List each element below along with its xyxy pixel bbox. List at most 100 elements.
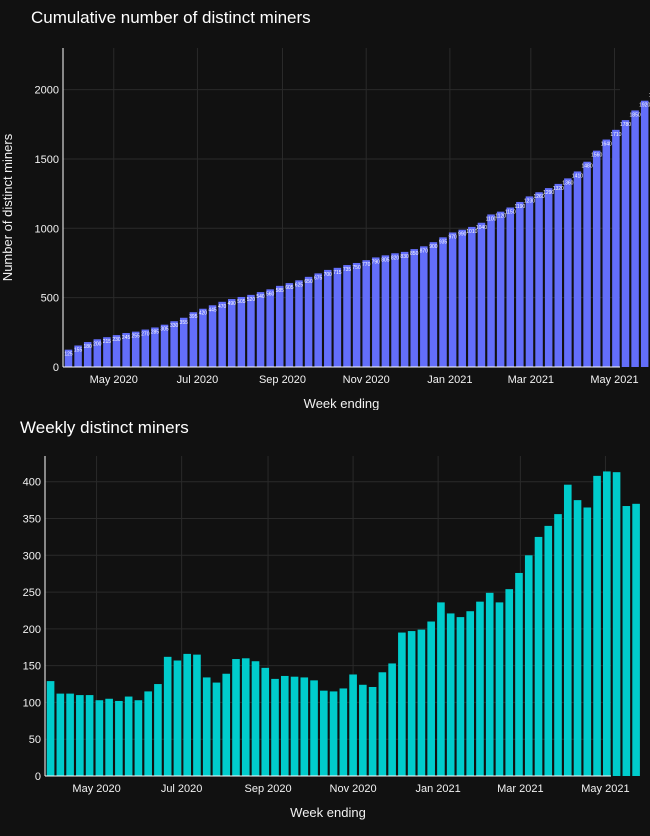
bar-value-label: 935 — [439, 239, 448, 245]
bar-value-label: 180 — [84, 344, 93, 350]
bar — [151, 327, 159, 367]
bar — [362, 260, 370, 367]
bar — [632, 503, 640, 776]
bar — [95, 700, 104, 776]
bar — [280, 675, 289, 776]
bar — [66, 693, 74, 776]
bar — [534, 536, 543, 776]
bar-value-label: 155 — [74, 348, 83, 354]
bar — [112, 335, 121, 367]
bar-value-label: 255 — [132, 334, 141, 340]
bar — [290, 676, 299, 776]
bar — [564, 178, 572, 367]
bar-value-label: 1640 — [601, 142, 612, 148]
bar — [208, 305, 217, 367]
bar — [228, 299, 236, 367]
bar — [427, 621, 435, 776]
bar — [105, 698, 113, 776]
bar — [407, 631, 416, 776]
bar — [74, 345, 82, 367]
x-tick-label: Mar 2021 — [497, 783, 543, 795]
bar — [612, 472, 621, 776]
bar — [199, 308, 207, 367]
bar-value-label: 770 — [362, 262, 371, 268]
bar-value-label: 520 — [247, 297, 256, 303]
bar — [115, 700, 123, 776]
bar — [544, 188, 553, 367]
bar — [466, 611, 475, 776]
chart-title: Weekly distinct miners — [20, 418, 189, 437]
bar — [189, 312, 198, 367]
bar — [124, 696, 133, 776]
bar — [173, 660, 182, 776]
bar — [218, 301, 226, 367]
bar — [222, 673, 231, 776]
bar-value-label: 1410 — [572, 173, 583, 179]
bar-value-label: 395 — [189, 314, 198, 320]
bar — [160, 324, 169, 367]
bar-value-label: 540 — [256, 294, 265, 300]
x-tick-label: Sep 2020 — [244, 783, 291, 795]
y-tick-label: 150 — [23, 661, 41, 673]
bar-value-label: 125 — [64, 352, 73, 358]
bar — [271, 678, 279, 776]
bar-value-label: 1100 — [486, 216, 497, 222]
x-tick-label: Jan 2021 — [416, 783, 461, 795]
bar — [310, 680, 318, 776]
bar-value-label: 1120 — [495, 214, 506, 220]
bar-value-label: 990 — [458, 232, 467, 238]
weekly-chart: Weekly distinct miners 0 50 100 150 200 250 30… — [0, 410, 650, 836]
bar — [359, 684, 367, 776]
bar — [93, 339, 102, 367]
y-tick-label: 100 — [23, 697, 41, 709]
bar-value-label: 1190 — [514, 204, 525, 210]
bar-value-label: 1780 — [620, 122, 631, 128]
y-tick-label: 1500 — [35, 154, 59, 166]
y-axis-title: Number of distinct miners — [0, 133, 15, 281]
weekly-chart-plot: 0 50 100 150 200 250 300 350 400 May 2020 Jul 2020… — [23, 456, 640, 820]
bar — [349, 674, 357, 776]
x-axis-title: Week ending — [290, 805, 366, 820]
bar-value-label: 270 — [141, 332, 150, 338]
bar — [276, 285, 284, 367]
bar-value-label: 230 — [112, 337, 121, 343]
bar — [122, 333, 130, 367]
bar — [448, 232, 457, 367]
bar-value-label: 605 — [285, 285, 294, 291]
bar — [420, 246, 428, 367]
bar — [154, 684, 162, 776]
bar — [83, 342, 92, 367]
bar-value-label: 735 — [343, 267, 352, 273]
bar-value-label: 1920 — [639, 103, 650, 109]
bar — [603, 471, 611, 776]
bar — [525, 196, 534, 367]
bar — [398, 632, 406, 776]
bar-value-label: 850 — [410, 251, 419, 257]
bar-value-label: 285 — [151, 329, 160, 335]
bar-value-label: 1360 — [562, 180, 573, 186]
bar-value-label: 215 — [103, 339, 112, 345]
bar — [554, 514, 562, 776]
y-tick-label: 400 — [23, 477, 41, 489]
bar — [516, 201, 524, 367]
bar-value-label: 700 — [324, 272, 333, 278]
bar-value-label: 1990 — [649, 93, 650, 99]
bar — [131, 331, 140, 367]
bar — [251, 661, 260, 776]
bar — [495, 602, 504, 776]
x-tick-label: Jan 2021 — [427, 374, 472, 386]
bar — [46, 681, 55, 776]
chart-title: Cumulative number of distinct miners — [31, 8, 311, 27]
bar-value-label: 330 — [170, 323, 179, 329]
bar — [544, 525, 553, 776]
bar — [487, 214, 495, 367]
bar-value-label: 490 — [228, 301, 237, 307]
bar — [496, 211, 505, 367]
x-tick-label: Nov 2020 — [330, 783, 377, 795]
x-tick-label: Mar 2021 — [508, 374, 554, 386]
bar — [368, 686, 377, 776]
x-axis-title: Week ending — [304, 396, 380, 410]
bar — [163, 656, 172, 776]
bar-value-label: 820 — [391, 255, 400, 261]
bar — [241, 658, 250, 776]
